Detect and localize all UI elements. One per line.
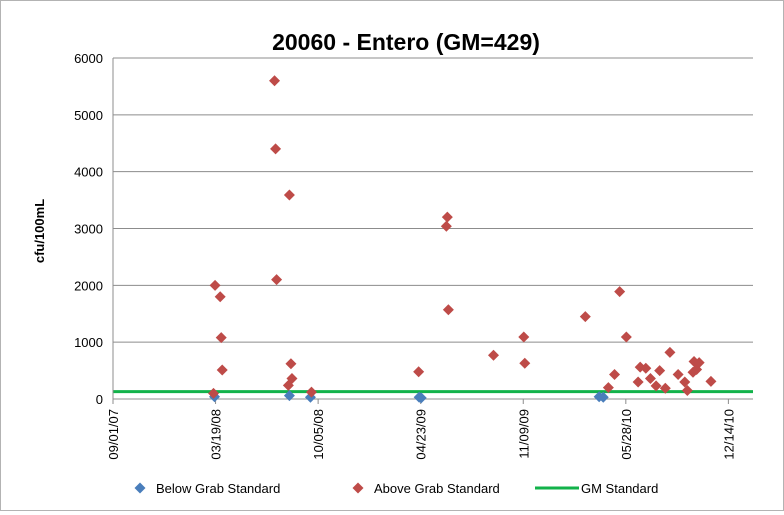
above-grab-point: [632, 376, 644, 388]
above-grab-point: [519, 357, 531, 369]
y-tick-label: 2000: [74, 278, 103, 293]
above-grab-point: [208, 387, 220, 399]
above-grab-point: [681, 384, 693, 396]
above-grab-point: [518, 331, 530, 343]
y-axis-label: cfu/100mL: [32, 199, 47, 263]
x-tick-label: 09/01/07: [106, 409, 121, 460]
above-grab-point: [654, 365, 666, 377]
above-grab-point: [442, 304, 454, 316]
above-grab-point: [672, 369, 684, 381]
chart-title: 20060 - Entero (GM=429): [272, 29, 540, 55]
above-grab-point: [441, 211, 453, 223]
x-tick-label: 03/19/08: [209, 409, 224, 460]
legend-marker-below: [134, 482, 146, 494]
above-grab-point: [286, 373, 298, 385]
above-grab-point: [488, 349, 500, 361]
legend-label: Above Grab Standard: [374, 481, 500, 496]
above-grab-point: [644, 373, 656, 385]
y-tick-labels: 0 1000 2000 3000 4000 5000 6000: [74, 51, 103, 407]
x-tick-label: 04/23/09: [414, 409, 429, 460]
x-tick-label: 11/09/09: [516, 409, 531, 459]
above-grab-point: [216, 364, 228, 376]
legend-label: GM Standard: [581, 481, 658, 496]
y-tick-label: 3000: [74, 222, 103, 237]
above-grab-point: [640, 362, 652, 374]
above-grab-point: [270, 143, 282, 155]
above-grab-point: [650, 380, 662, 392]
above-grab-point: [271, 274, 283, 286]
x-tick-label: 10/05/08: [311, 409, 326, 460]
below-grab-point: [597, 391, 609, 403]
above-grab-point: [705, 375, 717, 387]
y-tick-label: 6000: [74, 51, 103, 66]
above-grab-point: [620, 331, 632, 343]
above-grab-point: [214, 291, 226, 303]
gridlines: [113, 57, 753, 343]
above-grab-point: [693, 357, 705, 369]
above-grab-point: [659, 382, 671, 394]
below-grab-point: [283, 390, 295, 402]
above-grab-point: [215, 332, 227, 344]
below-grab-point: [415, 392, 427, 404]
above-grab-point: [209, 279, 221, 291]
axes: [112, 58, 753, 404]
data-points: [208, 75, 717, 404]
y-tick-label: 1000: [74, 335, 103, 350]
above-grab-point: [602, 382, 614, 394]
above-grab-point: [285, 358, 297, 370]
x-tick-label: 05/28/10: [619, 409, 634, 460]
above-grab-point: [609, 369, 621, 381]
above-grab-point: [579, 311, 591, 323]
x-tick-label: 12/14/10: [721, 409, 736, 460]
y-tick-label: 4000: [74, 165, 103, 180]
above-grab-point: [413, 366, 425, 378]
legend-marker-above: [352, 482, 364, 494]
y-tick-label: 5000: [74, 108, 103, 123]
above-grab-point: [664, 346, 676, 358]
x-tick-labels: 09/01/07 03/19/08 10/05/08 04/23/09 11/09/09…: [106, 409, 736, 460]
legend: Below Grab Standard Above Grab Standard GM…: [134, 481, 658, 496]
above-grab-point: [269, 75, 281, 87]
above-grab-point: [614, 286, 626, 298]
above-grab-point: [679, 376, 691, 388]
legend-label: Below Grab Standard: [156, 481, 280, 496]
y-tick-label: 0: [96, 392, 103, 407]
above-grab-point: [283, 189, 295, 201]
above-grab-point: [305, 386, 317, 398]
above-grab-point: [440, 220, 452, 232]
